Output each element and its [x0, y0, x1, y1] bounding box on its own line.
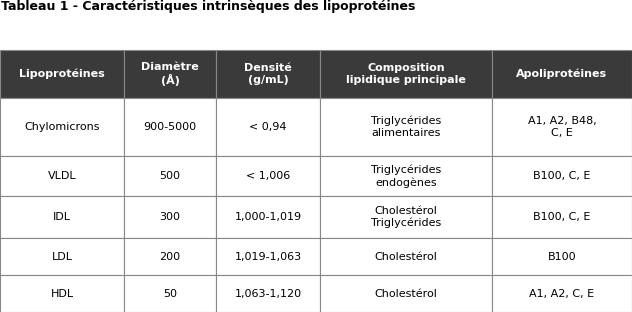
Bar: [320, 98, 492, 156]
Bar: [124, 156, 216, 196]
Bar: [124, 50, 216, 98]
Text: Chylomicrons: Chylomicrons: [24, 122, 100, 132]
Text: B100: B100: [548, 252, 576, 262]
Text: 900-5000: 900-5000: [143, 122, 197, 132]
Text: Lipoprotéines: Lipoprotéines: [19, 69, 105, 79]
Bar: [216, 98, 320, 156]
Text: Apoliprotéines: Apoliprotéines: [516, 69, 607, 79]
Bar: [492, 50, 632, 98]
Bar: [216, 238, 320, 275]
Text: Composition
lipidique principale: Composition lipidique principale: [346, 63, 466, 85]
Bar: [124, 196, 216, 238]
Text: Tableau 1 - Caractéristiques intrinsèques des lipoprotéines: Tableau 1 - Caractéristiques intrinsèque…: [1, 0, 416, 13]
Bar: [320, 196, 492, 238]
Text: Triglycérides
alimentaires: Triglycérides alimentaires: [371, 116, 441, 138]
Bar: [320, 50, 492, 98]
Text: 1,019-1,063: 1,019-1,063: [234, 252, 301, 262]
Bar: [0, 98, 124, 156]
Text: < 0,94: < 0,94: [249, 122, 287, 132]
Bar: [492, 98, 632, 156]
Text: 200: 200: [159, 252, 181, 262]
Text: HDL: HDL: [51, 289, 73, 299]
Bar: [0, 275, 124, 312]
Text: 50: 50: [163, 289, 177, 299]
Bar: [0, 196, 124, 238]
Text: 500: 500: [159, 171, 181, 181]
Bar: [492, 196, 632, 238]
Bar: [492, 238, 632, 275]
Text: B100, C, E: B100, C, E: [533, 212, 591, 222]
Bar: [216, 156, 320, 196]
Bar: [0, 156, 124, 196]
Text: B100, C, E: B100, C, E: [533, 171, 591, 181]
Text: LDL: LDL: [51, 252, 73, 262]
Bar: [492, 156, 632, 196]
Bar: [216, 50, 320, 98]
Text: Diamètre
(Å): Diamètre (Å): [141, 62, 199, 86]
Text: Cholestérol: Cholestérol: [375, 289, 437, 299]
Bar: [124, 98, 216, 156]
Bar: [492, 275, 632, 312]
Text: Densité
(g/mL): Densité (g/mL): [244, 63, 292, 85]
Text: A1, A2, B48,
C, E: A1, A2, B48, C, E: [528, 116, 597, 138]
Text: A1, A2, C, E: A1, A2, C, E: [530, 289, 595, 299]
Bar: [320, 156, 492, 196]
Bar: [216, 275, 320, 312]
Text: VLDL: VLDL: [47, 171, 76, 181]
Text: IDL: IDL: [53, 212, 71, 222]
Text: Cholestérol
Triglycérides: Cholestérol Triglycérides: [371, 206, 441, 228]
Bar: [124, 275, 216, 312]
Text: < 1,006: < 1,006: [246, 171, 290, 181]
Text: 1,000-1,019: 1,000-1,019: [234, 212, 301, 222]
Bar: [216, 196, 320, 238]
Bar: [0, 238, 124, 275]
Bar: [320, 275, 492, 312]
Bar: [0, 50, 124, 98]
Text: Triglycérides
endogènes: Triglycérides endogènes: [371, 165, 441, 188]
Text: 1,063-1,120: 1,063-1,120: [234, 289, 301, 299]
Bar: [124, 238, 216, 275]
Text: Cholestérol: Cholestérol: [375, 252, 437, 262]
Text: 300: 300: [159, 212, 181, 222]
Bar: [320, 238, 492, 275]
